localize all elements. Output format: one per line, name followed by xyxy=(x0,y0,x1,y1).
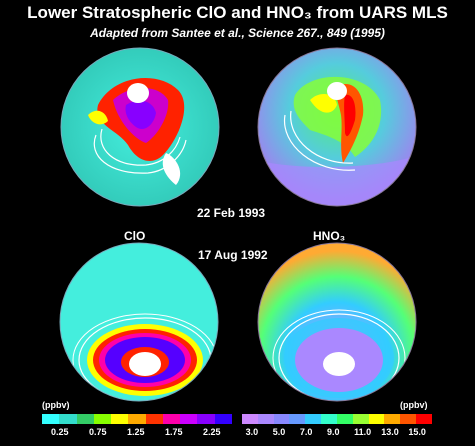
colorbar-swatch xyxy=(400,414,417,424)
label-hno3: HNO₃ xyxy=(313,229,346,243)
globe-hno3-feb-1993 xyxy=(257,47,417,207)
hno3-unit: (ppbv) xyxy=(400,400,428,410)
globe-clo-aug-1992 xyxy=(59,242,219,402)
clo-tick-label: 1.75 xyxy=(165,427,183,437)
clo-tick-label: 0.75 xyxy=(89,427,107,437)
hno3-tick-label: 11.0 xyxy=(354,427,372,437)
clo-tick-label: 2.25 xyxy=(203,427,221,437)
colorbar-swatch xyxy=(257,414,274,424)
colorbar-swatch xyxy=(93,414,112,424)
colorbar-swatch xyxy=(352,414,369,424)
page-title: Lower Stratospheric ClO and HNO₃ from UA… xyxy=(27,3,448,22)
clo-unit: (ppbv) xyxy=(42,400,70,410)
colorbar-swatch xyxy=(305,414,322,424)
colorbar-swatch xyxy=(336,414,353,424)
hno3-tick-label: 7.0 xyxy=(299,427,313,437)
colorbar-swatch xyxy=(242,414,258,424)
colorbar-swatch xyxy=(214,414,232,424)
colorbar-swatch xyxy=(368,414,385,424)
colorbar-swatch xyxy=(42,414,60,424)
globe-hno3-aug-1992 xyxy=(257,242,417,402)
hno3-tick-label: 5.0 xyxy=(272,427,286,437)
clo-tick-label: 1.25 xyxy=(127,427,145,437)
page-subtitle: Adapted from Santee et al., Science 267.… xyxy=(90,26,385,40)
hno3-tick-label: 13.0 xyxy=(381,427,399,437)
globe-clo-feb-1993 xyxy=(60,47,220,207)
date-top: 22 Feb 1993 xyxy=(197,206,266,220)
colorbar-swatch xyxy=(416,414,432,424)
colorbar-swatch xyxy=(273,414,290,424)
colorbar-swatch xyxy=(289,414,306,424)
hno3-tick-label: 9.0 xyxy=(327,427,340,437)
colorbar-swatch xyxy=(111,414,129,424)
date-bottom: 17 Aug 1992 xyxy=(198,248,268,262)
colorbar-swatch xyxy=(321,414,337,424)
colorbar-swatch xyxy=(180,414,198,424)
label-clo: ClO xyxy=(124,229,146,243)
colorbar-swatch xyxy=(384,414,401,424)
clo-colorbar xyxy=(42,414,232,424)
hno3-tick-label: 3.0 xyxy=(245,427,259,437)
colorbar-swatch xyxy=(197,414,215,424)
colorbar-swatch xyxy=(76,414,94,424)
colorbar-swatch xyxy=(59,414,77,424)
clo-tick-label: 0.25 xyxy=(51,427,69,437)
colorbar-swatch xyxy=(162,414,181,424)
colorbar-swatch xyxy=(145,414,163,424)
hno3-tick-label: 15.0 xyxy=(408,427,426,437)
hno3-colorbar xyxy=(242,414,432,424)
colorbar-swatch xyxy=(128,414,146,424)
